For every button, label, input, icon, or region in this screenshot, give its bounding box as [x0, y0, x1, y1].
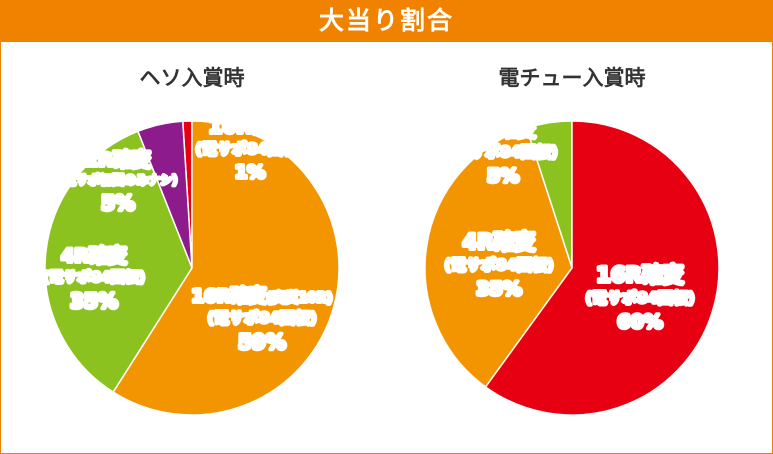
slice-label-group: 16R確変 (電サポ84回転) 1%	[193, 112, 306, 185]
slice-label-sub: (電サポ84回転)	[207, 309, 317, 327]
slice-label-sub: (電サポ84回転)	[585, 289, 695, 307]
slice-label-sub: (電サポ84回転)	[444, 256, 554, 274]
slice-label-group: 16R確変(実質10R) (電サポ84回転) 59%	[190, 283, 335, 356]
slice-label-name: 2R確変	[470, 118, 536, 141]
slice-label-group: 2R確変(電サポ初回のみナシ) 5%	[57, 146, 179, 217]
slice-label-group: 2R確変 (電サポ84回転) 5%	[446, 116, 559, 189]
slice-label-value: 5%	[101, 191, 135, 215]
slice-label-sub: (電サポ初回のみナシ)	[59, 172, 178, 187]
slice-label-group: 16R確変 (電サポ84回転) 60%	[583, 261, 696, 335]
pie-chart-denchu: 電チュー入賞時 16R確変 (電サポ84回転) 60% 4R確変 (電サポ84回転) 35…	[424, 66, 720, 416]
slice-label-name: 4R確変	[463, 230, 536, 254]
pie-slice	[424, 127, 573, 388]
slice-label-value: 1%	[235, 162, 266, 183]
pie-slice	[484, 120, 720, 416]
slice-label-value: 35%	[70, 289, 118, 313]
pie-slice	[44, 130, 193, 394]
slice-label-value: 5%	[487, 165, 519, 187]
slice-label-sub: (電サポ84回転)	[448, 143, 558, 161]
slice-label-name: 4R確変	[61, 244, 127, 267]
pie-slice	[112, 120, 340, 416]
pie-title-denchu: 電チュー入賞時	[499, 66, 646, 90]
slice-label-name: 16R確変	[208, 114, 291, 138]
pie-title-heso: ヘソ入賞時	[140, 66, 245, 90]
slice-label-group: 4R確変 (電サポ84回転) 35%	[41, 242, 147, 315]
slice-label-name: 2R確変	[85, 148, 151, 171]
slice-label-value: 35%	[476, 278, 521, 300]
slice-label-group: 4R確変 (電サポ84回転) 35%	[442, 228, 555, 302]
slice-label-name: 16R確変	[596, 263, 683, 287]
slice-label-value: 59%	[238, 330, 286, 354]
pie-chart-heso: ヘソ入賞時 16R確変(実質10R) (電サポ84回転) 59% 4R確変 (電サポ84…	[41, 66, 340, 416]
header-title: 大当り割合	[0, 0, 773, 42]
slice-label-sub: (電サポ84回転)	[195, 140, 305, 158]
slice-label-value: 60%	[617, 311, 662, 333]
slice-label-name: 16R確変(実質10R)	[192, 285, 333, 307]
slice-label-sub: (電サポ84回転)	[43, 269, 145, 286]
